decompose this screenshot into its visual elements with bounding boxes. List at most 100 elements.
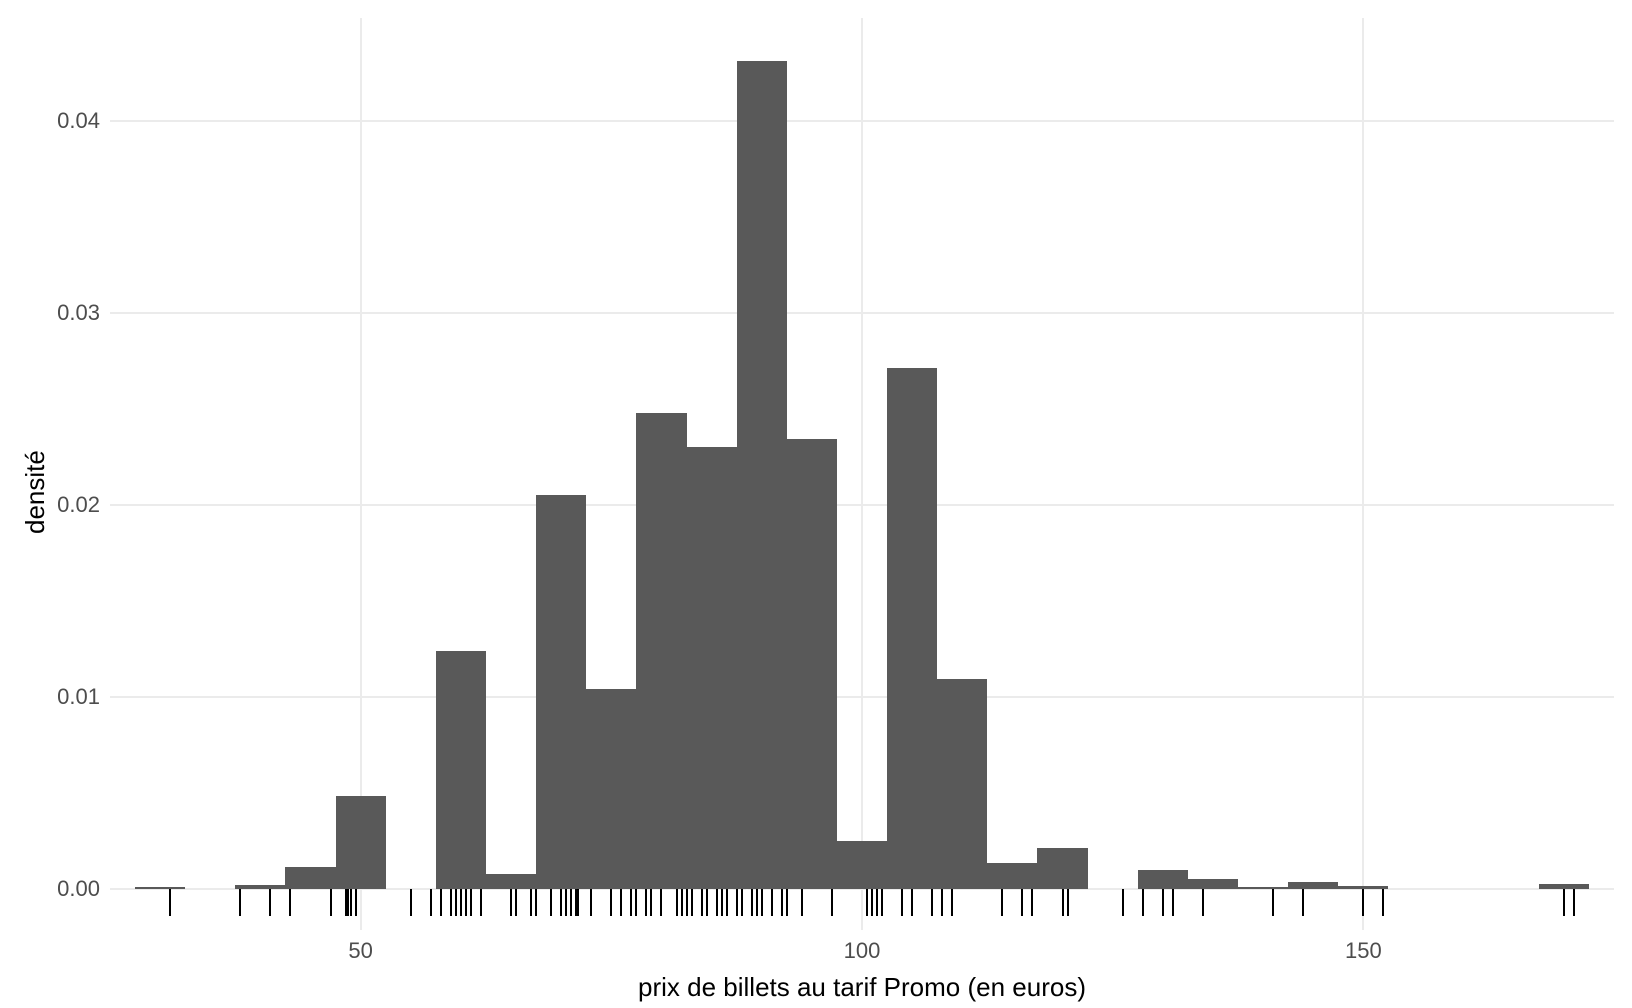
rug-tick bbox=[440, 889, 442, 916]
gridline-vertical bbox=[861, 18, 863, 930]
rug-tick bbox=[716, 889, 718, 916]
rug-tick bbox=[570, 889, 572, 916]
histogram-chart: 0.000.010.020.030.04 50100150 densité pr… bbox=[0, 0, 1632, 1008]
rug-tick bbox=[721, 889, 723, 916]
rug-tick bbox=[450, 889, 452, 916]
rug-tick bbox=[1031, 889, 1033, 916]
rug-tick bbox=[866, 889, 868, 916]
rug-tick bbox=[771, 889, 773, 916]
histogram-bar bbox=[235, 885, 285, 889]
rug-tick bbox=[756, 889, 758, 916]
rug-tick bbox=[330, 889, 332, 916]
rug-tick bbox=[1302, 889, 1304, 916]
histogram-bar bbox=[486, 874, 536, 888]
histogram-bar bbox=[1188, 879, 1238, 889]
histogram-bar bbox=[1037, 848, 1087, 888]
x-tick-label: 50 bbox=[321, 938, 401, 964]
histogram-bar bbox=[1238, 887, 1288, 889]
histogram-bar bbox=[737, 61, 787, 888]
rug-tick bbox=[515, 889, 517, 916]
rug-tick bbox=[1142, 889, 1144, 916]
rug-tick bbox=[465, 889, 467, 916]
histogram-bar bbox=[135, 887, 185, 889]
rug-tick bbox=[550, 889, 552, 916]
rug-tick bbox=[691, 889, 693, 916]
rug-tick bbox=[610, 889, 612, 916]
rug-tick bbox=[620, 889, 622, 916]
histogram-bar bbox=[436, 651, 486, 889]
rug-tick bbox=[881, 889, 883, 916]
rug-tick bbox=[530, 889, 532, 916]
rug-tick bbox=[535, 889, 537, 916]
rug-tick bbox=[781, 889, 783, 916]
rug-tick bbox=[751, 889, 753, 916]
rug-tick bbox=[1202, 889, 1204, 916]
rug-tick bbox=[269, 889, 271, 916]
rug-tick bbox=[630, 889, 632, 916]
rug-tick bbox=[1172, 889, 1174, 916]
x-axis-title: prix de billets au tarif Promo (en euros… bbox=[110, 972, 1614, 1003]
y-tick-label: 0.02 bbox=[57, 492, 100, 518]
rug-tick bbox=[635, 889, 637, 916]
rug-tick bbox=[289, 889, 291, 916]
gridline-vertical bbox=[1362, 18, 1364, 930]
rug-tick bbox=[941, 889, 943, 916]
rug-tick bbox=[681, 889, 683, 916]
gridline-vertical bbox=[360, 18, 362, 930]
rug-tick bbox=[871, 889, 873, 916]
rug-tick bbox=[786, 889, 788, 916]
rug-tick bbox=[951, 889, 953, 916]
rug-tick bbox=[480, 889, 482, 916]
rug-tick bbox=[239, 889, 241, 916]
plot-panel bbox=[110, 18, 1614, 930]
rug-tick bbox=[590, 889, 592, 916]
x-tick-label: 100 bbox=[822, 938, 902, 964]
rug-tick bbox=[1573, 889, 1575, 916]
histogram-bar bbox=[887, 368, 937, 888]
histogram-bar bbox=[937, 679, 987, 888]
rug-tick bbox=[455, 889, 457, 916]
rug-tick bbox=[577, 889, 579, 916]
rug-tick bbox=[741, 889, 743, 916]
rug-tick bbox=[1001, 889, 1003, 916]
rug-tick bbox=[931, 889, 933, 916]
rug-tick bbox=[560, 889, 562, 916]
rug-tick bbox=[1067, 889, 1069, 916]
rug-tick bbox=[876, 889, 878, 916]
rug-tick bbox=[831, 889, 833, 916]
rug-tick bbox=[726, 889, 728, 916]
rug-tick bbox=[1021, 889, 1023, 916]
histogram-bar bbox=[636, 413, 686, 889]
rug-tick bbox=[347, 889, 349, 916]
rug-tick bbox=[676, 889, 678, 916]
histogram-bar bbox=[285, 867, 335, 888]
rug-tick bbox=[430, 889, 432, 916]
rug-tick bbox=[650, 889, 652, 916]
rug-tick bbox=[706, 889, 708, 916]
rug-tick bbox=[911, 889, 913, 916]
rug-tick bbox=[761, 889, 763, 916]
histogram-bar bbox=[586, 689, 636, 889]
rug-tick bbox=[801, 889, 803, 916]
histogram-bar bbox=[987, 863, 1037, 889]
rug-tick bbox=[355, 889, 357, 916]
rug-tick bbox=[1122, 889, 1124, 916]
rug-tick bbox=[1362, 889, 1364, 916]
rug-tick bbox=[470, 889, 472, 916]
rug-tick bbox=[701, 889, 703, 916]
histogram-bar bbox=[1138, 870, 1188, 888]
rug-tick bbox=[736, 889, 738, 916]
rug-tick bbox=[1272, 889, 1274, 916]
rug-tick bbox=[169, 889, 171, 916]
histogram-bar bbox=[1288, 882, 1338, 889]
x-tick-label: 150 bbox=[1323, 938, 1403, 964]
rug-tick bbox=[660, 889, 662, 916]
rug-tick bbox=[1563, 889, 1565, 916]
rug-tick bbox=[645, 889, 647, 916]
rug-tick bbox=[565, 889, 567, 916]
rug-tick bbox=[410, 889, 412, 916]
histogram-bar bbox=[687, 447, 737, 888]
rug-tick bbox=[1162, 889, 1164, 916]
y-tick-label: 0.01 bbox=[57, 684, 100, 710]
histogram-bar bbox=[1539, 884, 1589, 888]
